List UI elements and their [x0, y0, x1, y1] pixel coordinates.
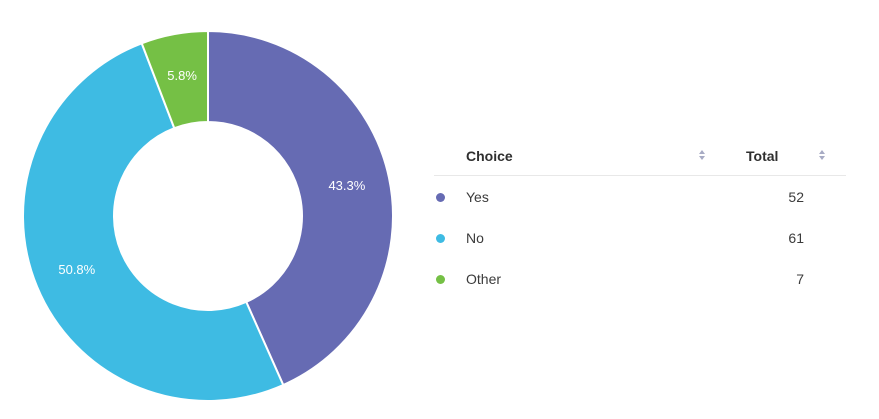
column-header-choice[interactable]: Choice	[466, 148, 513, 164]
donut-slice-yes[interactable]	[207, 29, 394, 387]
slice-percent-label: 43.3%	[328, 178, 365, 193]
legend-dot-icon	[436, 234, 445, 243]
donut-slice-other[interactable]	[140, 29, 209, 130]
row-total: 61	[788, 230, 804, 246]
row-label: Yes	[466, 189, 489, 205]
slice-percent-label: 5.8%	[167, 68, 197, 83]
legend-table: Choice Total Yes 52 No 61 Other 7	[434, 138, 846, 299]
sort-icon[interactable]	[699, 150, 705, 162]
legend-dot-icon	[436, 193, 445, 202]
row-label: No	[466, 230, 484, 246]
donut-chart: 43.3% 50.8% 5.8%	[21, 29, 394, 402]
row-total: 52	[788, 189, 804, 205]
table-row[interactable]: No 61	[434, 217, 846, 258]
legend-dot-icon	[436, 275, 445, 284]
table-header: Choice Total	[434, 138, 846, 176]
row-label: Other	[466, 271, 502, 287]
column-header-total[interactable]: Total	[746, 148, 779, 164]
sort-icon[interactable]	[819, 150, 825, 162]
table-row[interactable]: Yes 52	[434, 176, 846, 217]
donut-slice-no[interactable]	[21, 41, 285, 402]
slice-percent-label: 50.8%	[58, 262, 95, 277]
table-row[interactable]: Other 7	[434, 258, 846, 299]
row-total: 7	[796, 271, 804, 287]
